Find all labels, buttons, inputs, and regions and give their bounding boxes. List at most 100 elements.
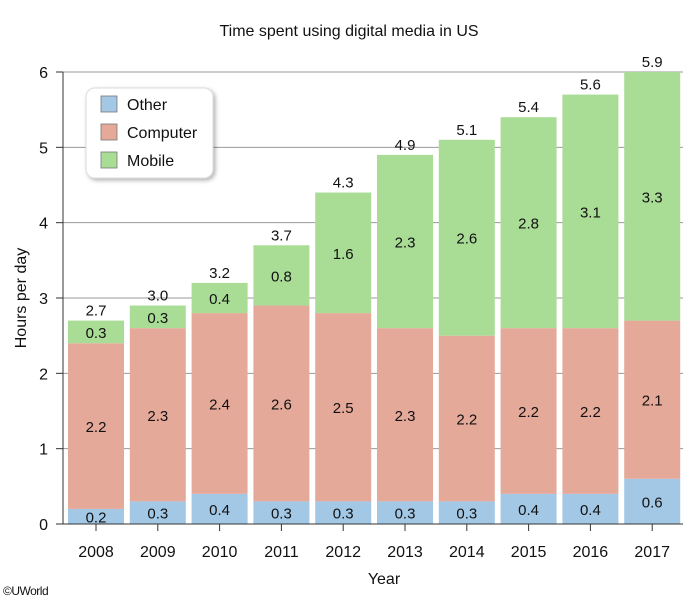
bar-segment-mobile: [500, 117, 557, 329]
y-tick-label: 6: [39, 65, 48, 82]
total-label: 3.2: [209, 265, 230, 282]
bar-segment-computer: [129, 328, 186, 502]
total-label: 3.0: [147, 288, 168, 305]
data-label: 3.1: [580, 204, 601, 221]
data-label: 0.4: [209, 291, 230, 308]
total-label: 4.9: [395, 137, 416, 154]
data-label: 2.5: [333, 400, 354, 417]
y-tick-label: 5: [39, 140, 48, 157]
data-label: 2.1: [642, 393, 663, 410]
data-label: 0.3: [395, 506, 416, 523]
data-label: 2.3: [147, 408, 168, 425]
data-label: 2.3: [395, 235, 416, 252]
x-tick-label: 2008: [78, 544, 114, 561]
bar-segment-computer: [500, 328, 557, 494]
data-label: 2.2: [456, 412, 477, 429]
legend-swatch-other: [100, 95, 118, 113]
bar-segment-computer: [438, 335, 495, 502]
data-label: 0.6: [642, 494, 663, 511]
y-tick-label: 1: [39, 442, 48, 459]
bar-segment-mobile: [438, 139, 495, 336]
data-label: 0.3: [333, 506, 354, 523]
bar-segment-other: [191, 493, 248, 524]
y-axis-label: Hours per day: [13, 248, 30, 349]
bar-segment-computer: [68, 343, 124, 509]
data-label: 3.3: [642, 189, 663, 206]
bar-segment-computer: [377, 328, 433, 502]
legend-swatch-computer: [100, 123, 118, 141]
x-tick-label: 2012: [325, 544, 361, 561]
data-label: 2.6: [456, 231, 477, 248]
total-label: 4.3: [333, 175, 354, 192]
bar-segment-mobile: [68, 320, 124, 344]
bar-segment-mobile: [129, 305, 186, 329]
copyright: ©UWorld: [3, 584, 49, 598]
x-tick-label: 2014: [449, 544, 485, 561]
bar-segment-mobile: [315, 192, 372, 314]
data-label: 1.6: [333, 246, 354, 263]
legend-label: Mobile: [127, 153, 174, 170]
total-label: 2.7: [86, 303, 107, 320]
data-label: 0.4: [209, 502, 230, 519]
data-label: 2.8: [518, 216, 539, 233]
data-label: 0.2: [86, 509, 107, 526]
total-label: 5.4: [518, 99, 539, 116]
total-label: 5.1: [456, 122, 477, 139]
bar-segment-computer: [253, 305, 310, 502]
bar-segment-other: [562, 493, 619, 524]
bar-segment-other: [129, 501, 186, 524]
data-label: 2.4: [209, 396, 230, 413]
legend-label: Computer: [127, 125, 198, 142]
data-label: 0.3: [147, 310, 168, 327]
x-tick-label: 2015: [511, 544, 547, 561]
total-label: 3.7: [271, 227, 292, 244]
y-tick-label: 0: [39, 517, 48, 534]
bar-segment-computer: [562, 328, 619, 494]
data-label: 2.3: [395, 408, 416, 425]
x-tick-label: 2016: [573, 544, 609, 561]
data-label: 0.8: [271, 268, 292, 285]
y-tick-label: 4: [39, 216, 48, 233]
chart-title: Time spent using digital media in US: [219, 23, 478, 40]
total-label: 5.9: [642, 54, 663, 71]
data-label: 0.3: [86, 325, 107, 342]
bar-segment-computer: [315, 313, 372, 502]
x-tick-label: 2017: [634, 544, 670, 561]
data-label: 0.4: [518, 502, 539, 519]
x-tick-label: 2010: [202, 544, 238, 561]
bar-segment-other: [253, 501, 310, 524]
legend-box: [85, 87, 214, 179]
bar-segment-other: [624, 478, 681, 524]
x-tick-label: 2013: [387, 544, 423, 561]
data-label: 2.2: [86, 419, 107, 436]
data-label: 2.2: [580, 404, 601, 421]
bar-segment-other: [315, 501, 372, 524]
x-tick-label: 2009: [140, 544, 176, 561]
bar-segment-other: [68, 508, 124, 524]
bar-segment-mobile: [562, 94, 619, 329]
bar-segment-mobile: [377, 154, 433, 329]
data-label: 2.2: [518, 404, 539, 421]
total-label: 5.6: [580, 77, 601, 94]
y-tick-label: 3: [39, 291, 48, 308]
bar-segment-other: [500, 493, 557, 524]
legend-swatch-mobile: [100, 151, 118, 169]
data-label: 0.3: [456, 506, 477, 523]
bar-segment-other: [377, 501, 433, 524]
bar-segment-mobile: [253, 245, 310, 306]
x-tick-label: 2011: [264, 544, 299, 561]
legend-label: Other: [127, 97, 168, 114]
data-label: 0.3: [147, 506, 168, 523]
bar-segment-computer: [191, 313, 248, 494]
data-label: 0.3: [271, 506, 292, 523]
bar-segment-other: [438, 501, 495, 524]
x-axis-label: Year: [368, 571, 401, 588]
bar-segment-mobile: [624, 72, 681, 321]
y-tick-label: 2: [39, 366, 48, 383]
bar-segment-computer: [624, 320, 681, 479]
bar-segment-mobile: [191, 282, 248, 314]
data-label: 0.4: [580, 502, 601, 519]
data-label: 2.6: [271, 396, 292, 413]
